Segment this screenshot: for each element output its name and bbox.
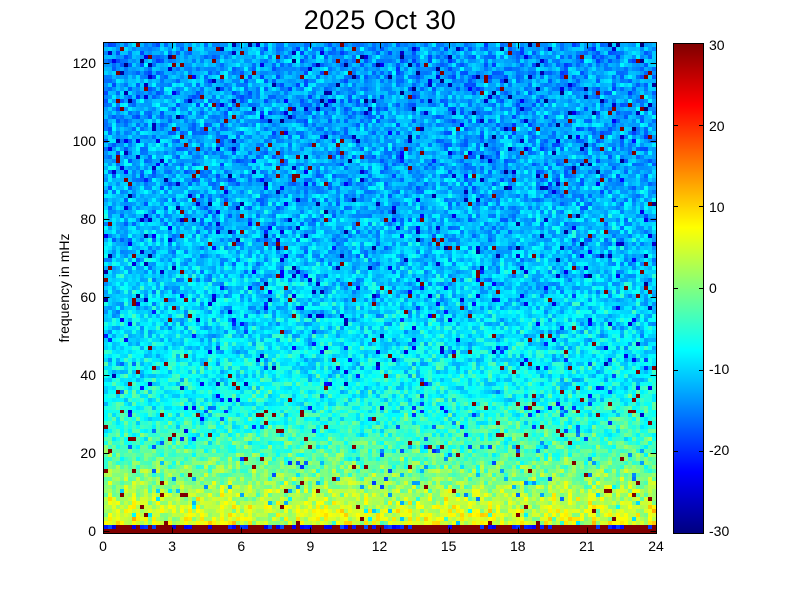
x-tick-label: 21 [579, 538, 595, 554]
y-tick-label: 100 [72, 133, 96, 150]
y-tick-label: 80 [80, 211, 96, 228]
x-tick-label: 0 [99, 538, 107, 554]
x-tick-label: 15 [440, 538, 457, 554]
colorbar [673, 43, 704, 534]
y-tick-label: 0 [88, 523, 96, 540]
y-tick-label: 20 [80, 445, 96, 462]
colorbar-tick-label: 10 [709, 199, 725, 215]
spectrogram-heatmap [103, 42, 657, 534]
y-tick-label: 120 [72, 55, 96, 72]
y-tick-label: 40 [80, 367, 96, 384]
y-axis-label: frequency in mHz [56, 233, 72, 343]
x-tick-label: 24 [648, 538, 664, 554]
chart-title: 2025 Oct 30 [303, 5, 457, 35]
x-tick-label: 6 [237, 538, 246, 554]
y-tick-label: 60 [80, 289, 96, 306]
colorbar-tick-label: 0 [709, 280, 717, 296]
x-tick-label: 18 [509, 538, 526, 554]
x-tick-label: 12 [371, 538, 388, 554]
x-tick-label: 9 [306, 538, 315, 554]
x-tick-label: 3 [168, 538, 177, 554]
colorbar-tick-label: -30 [709, 523, 730, 539]
colorbar-tick-label: -20 [709, 442, 730, 458]
colorbar-tick-label: 20 [709, 118, 725, 134]
colorbar-tick-label: -10 [709, 361, 730, 377]
colorbar-tick-label: 30 [709, 37, 725, 53]
